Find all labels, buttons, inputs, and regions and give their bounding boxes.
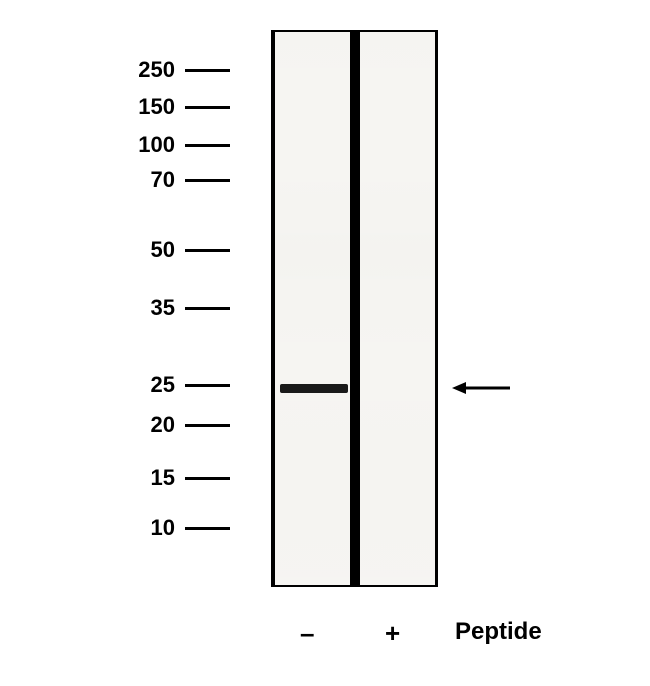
protein-band-25kda <box>280 384 348 393</box>
marker-10-tick <box>185 527 230 530</box>
lane-2-plus-peptide <box>360 32 435 585</box>
marker-35-tick <box>185 307 230 310</box>
marker-70-label: 70 <box>115 167 175 193</box>
marker-35-label: 35 <box>115 295 175 321</box>
lane-bottom-border <box>271 585 438 587</box>
marker-20-tick <box>185 424 230 427</box>
marker-50-tick <box>185 249 230 252</box>
band-arrow-icon <box>452 378 512 398</box>
lane-divider <box>350 32 360 585</box>
marker-20-label: 20 <box>115 412 175 438</box>
marker-250-tick <box>185 69 230 72</box>
marker-15-label: 15 <box>115 465 175 491</box>
marker-25-label: 25 <box>115 372 175 398</box>
lane-label-plus: + <box>385 618 400 649</box>
marker-100-label: 100 <box>115 132 175 158</box>
marker-15-tick <box>185 477 230 480</box>
lane-top-border <box>271 30 438 32</box>
lane-left-border <box>271 32 275 585</box>
marker-25-tick <box>185 384 230 387</box>
marker-50-label: 50 <box>115 237 175 263</box>
marker-150-label: 150 <box>115 94 175 120</box>
lane-right-border <box>435 32 438 585</box>
western-blot-figure: 250 150 100 70 50 35 25 20 15 10 – + Pe <box>0 0 650 686</box>
marker-250-label: 250 <box>115 57 175 83</box>
marker-100-tick <box>185 144 230 147</box>
marker-70-tick <box>185 179 230 182</box>
lane-label-peptide: Peptide <box>455 618 542 646</box>
lane-label-minus: – <box>300 618 314 649</box>
marker-10-label: 10 <box>115 515 175 541</box>
marker-150-tick <box>185 106 230 109</box>
lane-1-minus-peptide <box>275 32 350 585</box>
